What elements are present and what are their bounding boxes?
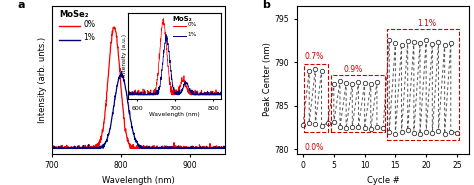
Text: a: a bbox=[18, 0, 25, 10]
Point bbox=[311, 122, 319, 125]
Bar bbox=[304, 64, 328, 132]
Point bbox=[305, 122, 313, 125]
Text: b: b bbox=[263, 0, 270, 10]
Bar bbox=[387, 29, 459, 140]
Point bbox=[373, 126, 381, 129]
Text: 1%: 1% bbox=[83, 33, 95, 42]
Point bbox=[435, 130, 442, 132]
Point bbox=[355, 81, 362, 84]
Text: 0.9%: 0.9% bbox=[343, 65, 362, 74]
Point bbox=[379, 127, 387, 130]
Point bbox=[441, 132, 448, 135]
Point bbox=[398, 130, 405, 133]
Point bbox=[305, 69, 313, 72]
Point bbox=[330, 121, 337, 124]
Point bbox=[404, 129, 411, 132]
Point bbox=[416, 132, 424, 135]
Point bbox=[311, 68, 319, 71]
Point bbox=[410, 131, 418, 134]
Point bbox=[342, 127, 350, 130]
Text: 1.1%: 1.1% bbox=[417, 19, 436, 28]
Point bbox=[385, 39, 393, 42]
Point bbox=[318, 69, 325, 72]
Point bbox=[392, 41, 399, 44]
Y-axis label: Peak Center (nm): Peak Center (nm) bbox=[263, 43, 272, 117]
Point bbox=[348, 125, 356, 128]
Point bbox=[404, 40, 411, 43]
X-axis label: Wavelength (nm): Wavelength (nm) bbox=[102, 176, 175, 185]
Point bbox=[447, 41, 455, 44]
Point bbox=[398, 43, 405, 46]
Point bbox=[355, 126, 362, 129]
Bar bbox=[331, 75, 385, 132]
Text: 0%: 0% bbox=[83, 20, 95, 28]
Y-axis label: Intensity (arb. unts.): Intensity (arb. unts.) bbox=[37, 36, 46, 123]
Point bbox=[324, 122, 331, 125]
Point bbox=[453, 131, 461, 134]
Point bbox=[373, 81, 381, 84]
Point bbox=[367, 83, 374, 85]
Point bbox=[318, 124, 325, 127]
Point bbox=[336, 80, 344, 83]
Point bbox=[342, 82, 350, 85]
Point bbox=[361, 82, 368, 85]
Point bbox=[392, 132, 399, 135]
Point bbox=[422, 130, 430, 133]
Point bbox=[447, 130, 455, 133]
Text: MoSe₂: MoSe₂ bbox=[59, 10, 89, 19]
X-axis label: Cycle #: Cycle # bbox=[367, 176, 400, 185]
Point bbox=[428, 42, 436, 45]
Point bbox=[299, 123, 307, 126]
Text: 0.0%: 0.0% bbox=[304, 143, 324, 152]
Point bbox=[367, 128, 374, 131]
Point bbox=[422, 39, 430, 42]
Point bbox=[385, 130, 393, 133]
Point bbox=[441, 43, 448, 46]
Text: 0.7%: 0.7% bbox=[304, 52, 324, 61]
Point bbox=[428, 131, 436, 134]
Point bbox=[336, 126, 344, 129]
Point bbox=[330, 83, 337, 85]
Point bbox=[416, 41, 424, 44]
Point bbox=[435, 41, 442, 44]
Point bbox=[410, 41, 418, 44]
Point bbox=[361, 127, 368, 130]
Point bbox=[348, 83, 356, 85]
